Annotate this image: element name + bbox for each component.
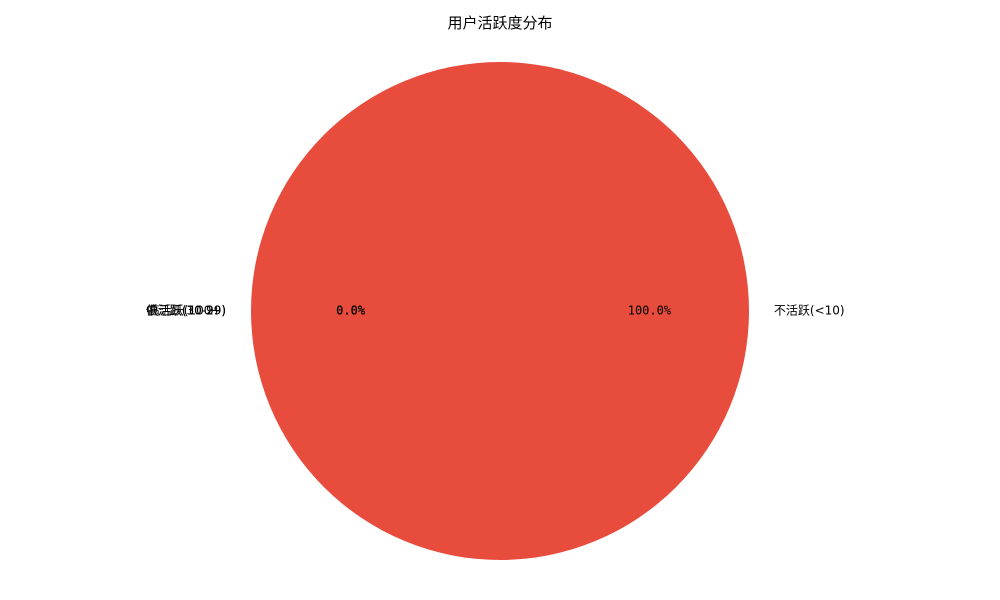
slice-label-4: 高活跃(100+) <box>148 303 226 318</box>
slice-label-2: 低活跃(10-29) <box>146 304 226 318</box>
slice-percent-4: 0.0% <box>336 304 366 318</box>
slice-label-1: 不活跃(<10) <box>774 304 845 318</box>
chart-title: 用户活跃度分布 <box>447 14 553 32</box>
pie-slices <box>251 62 749 560</box>
pie-slice-1 <box>251 62 749 560</box>
slice-percent-3: 0.0% <box>336 304 366 318</box>
pie-labels: 不活跃(<10)100.0%低活跃(10-29) 0.0%中活跃(30-99) 0.… <box>146 303 845 318</box>
slice-percent-1: 100.0% <box>628 304 672 318</box>
slice-label-3: 中活跃(30-99) <box>146 303 226 318</box>
slice-percent-2: 0.0% <box>336 304 366 318</box>
